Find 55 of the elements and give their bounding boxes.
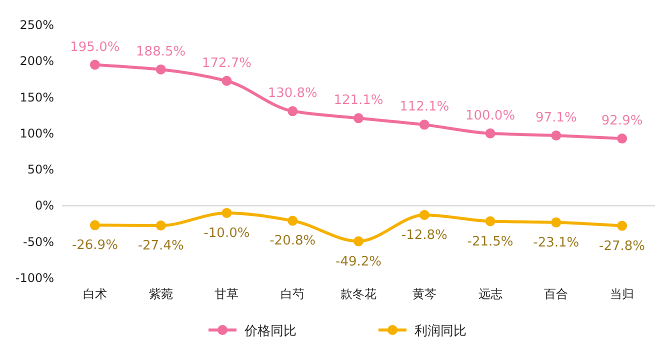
x-tick-label: 白术 xyxy=(82,287,107,301)
data-label: -21.5% xyxy=(467,234,514,250)
point xyxy=(551,217,562,228)
x-tick-label: 甘草 xyxy=(214,287,239,301)
y-tick-label: -100% xyxy=(15,271,54,285)
point xyxy=(156,220,166,231)
legend-label: 价格同比 xyxy=(244,324,296,339)
data-label: -27.8% xyxy=(599,238,646,254)
x-tick-label: 黄芩 xyxy=(412,287,436,301)
point xyxy=(617,220,628,231)
y-tick-label: 200% xyxy=(20,54,54,68)
data-label: 92.9% xyxy=(601,114,643,129)
point xyxy=(617,134,628,144)
point xyxy=(419,210,430,220)
data-label: 97.1% xyxy=(536,110,577,126)
point xyxy=(222,76,232,86)
legend-label: 利润同比 xyxy=(414,324,466,339)
data-label: -27.4% xyxy=(138,238,184,254)
x-tick-label: 远志 xyxy=(478,287,502,301)
point xyxy=(288,216,298,226)
point xyxy=(156,64,166,74)
data-label: 130.8% xyxy=(268,86,318,102)
y-tick-label: 100% xyxy=(20,126,54,140)
point xyxy=(354,113,364,124)
data-label: -23.1% xyxy=(533,235,580,250)
x-tick-label: 款冬花 xyxy=(340,287,376,301)
point xyxy=(90,220,100,230)
data-label: 172.7% xyxy=(202,56,252,71)
point xyxy=(485,128,496,138)
x-tick-label: 紫菀 xyxy=(148,287,173,301)
point xyxy=(90,60,100,70)
x-tick-label: 当归 xyxy=(610,287,634,301)
point xyxy=(419,120,430,130)
data-label: -12.8% xyxy=(401,228,448,243)
point xyxy=(354,236,364,246)
data-label: -26.9% xyxy=(72,238,118,254)
y-tick-label: -50% xyxy=(22,234,54,249)
data-label: 100.0% xyxy=(465,108,516,124)
data-label: 195.0% xyxy=(70,40,120,55)
point xyxy=(222,208,232,218)
y-tick-label: 150% xyxy=(20,90,54,104)
data-label: -10.0% xyxy=(204,226,250,241)
data-label: -20.8% xyxy=(270,234,316,249)
x-tick-label: 百合 xyxy=(544,287,568,301)
point xyxy=(551,130,562,141)
y-tick-label: 0% xyxy=(34,198,54,213)
y-tick-label: 50% xyxy=(27,162,54,177)
data-label: 188.5% xyxy=(136,44,186,60)
data-label: -49.2% xyxy=(336,254,382,270)
point xyxy=(485,216,496,226)
x-tick-label: 白芍 xyxy=(280,287,305,301)
point xyxy=(288,106,298,116)
data-label: 121.1% xyxy=(334,93,384,108)
y-tick-label: 250% xyxy=(20,18,54,32)
data-label: 112.1% xyxy=(400,100,450,115)
